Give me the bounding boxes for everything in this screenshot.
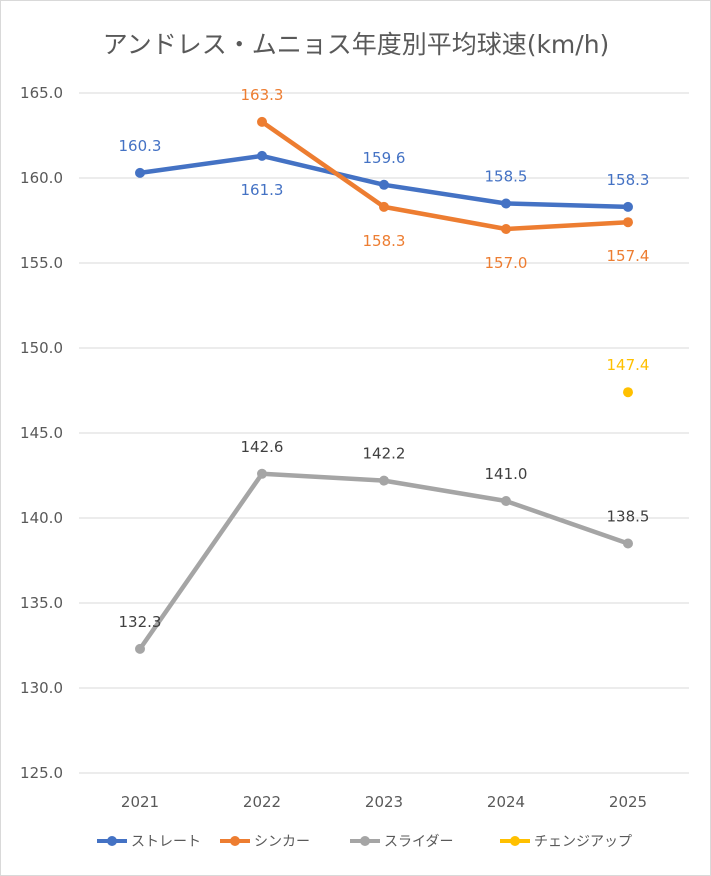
data-label: 159.6 [363, 149, 406, 167]
data-point [623, 217, 633, 228]
y-tick-label: 130.0 [20, 679, 63, 697]
data-point [623, 538, 633, 549]
x-tick-label: 2022 [243, 793, 281, 811]
data-label: 157.0 [485, 254, 528, 272]
legend-label: シンカー [254, 834, 310, 850]
data-label: 161.3 [241, 181, 284, 199]
series-line [137, 471, 631, 652]
y-tick-label: 150.0 [20, 339, 63, 357]
legend-item: シンカー [220, 834, 310, 850]
legend-swatch-marker [230, 836, 240, 846]
data-label: 158.3 [363, 232, 406, 250]
data-label: 163.3 [241, 86, 284, 104]
y-tick-label: 135.0 [20, 594, 63, 612]
data-point [501, 198, 511, 209]
legend-label: スライダー [384, 834, 453, 850]
data-label: 147.4 [607, 356, 650, 374]
data-point [623, 387, 633, 398]
series-lines [135, 116, 633, 654]
data-point [379, 475, 389, 486]
legend-label: チェンジアップ [534, 834, 632, 850]
x-tick-label: 2023 [365, 793, 403, 811]
data-label: 138.5 [607, 508, 650, 526]
data-point [257, 116, 267, 127]
data-label: 158.5 [485, 168, 528, 186]
y-tick-label: 155.0 [20, 254, 63, 272]
data-point [135, 643, 145, 654]
legend-swatch-marker [360, 836, 370, 846]
data-point [501, 496, 511, 506]
data-label: 160.3 [119, 137, 162, 155]
x-tick-label: 2025 [609, 793, 647, 811]
legend: ストレート シンカー スライダー チェンジアップ [97, 834, 632, 850]
series-0 [135, 150, 633, 212]
data-label: 141.0 [485, 465, 528, 483]
y-tick-label: 145.0 [20, 424, 63, 442]
data-point [257, 150, 267, 161]
gridlines [79, 92, 689, 774]
legend-swatch-marker [510, 836, 520, 846]
data-label: 142.6 [241, 438, 284, 456]
y-tick-label: 125.0 [20, 764, 63, 782]
legend-item: スライダー [350, 834, 453, 850]
data-point [135, 167, 145, 178]
data-point [379, 201, 389, 212]
data-label: 158.3 [607, 171, 650, 189]
series-3 [623, 387, 633, 398]
series-2 [135, 468, 633, 654]
legend-swatch-marker [107, 836, 117, 846]
legend-item: ストレート [97, 834, 201, 850]
x-tick-label: 2021 [121, 793, 159, 811]
data-point [623, 201, 633, 212]
y-tick-label: 165.0 [20, 84, 63, 102]
data-label: 132.3 [119, 613, 162, 631]
y-tick-label: 140.0 [20, 509, 63, 527]
series-1 [257, 116, 633, 234]
legend-label: ストレート [131, 834, 201, 850]
data-label: 157.4 [607, 247, 650, 265]
data-point [501, 224, 511, 234]
axis-labels: 125.0 130.0 135.0 140.0 145.0 150.0 155.0 160.0… [20, 84, 647, 811]
y-tick-label: 160.0 [20, 169, 63, 187]
chart-title: アンドレス・ムニョス年度別平均球速(km/h) [103, 30, 610, 59]
data-point [257, 468, 267, 479]
data-point [379, 179, 389, 190]
series-line [259, 119, 631, 232]
data-label: 142.2 [363, 445, 406, 463]
data-labels: 160.3 161.3 159.6 158.5 158.3 163.3 158.3 157.0… [119, 86, 650, 631]
x-tick-label: 2024 [487, 793, 525, 811]
legend-item: チェンジアップ [500, 834, 632, 850]
